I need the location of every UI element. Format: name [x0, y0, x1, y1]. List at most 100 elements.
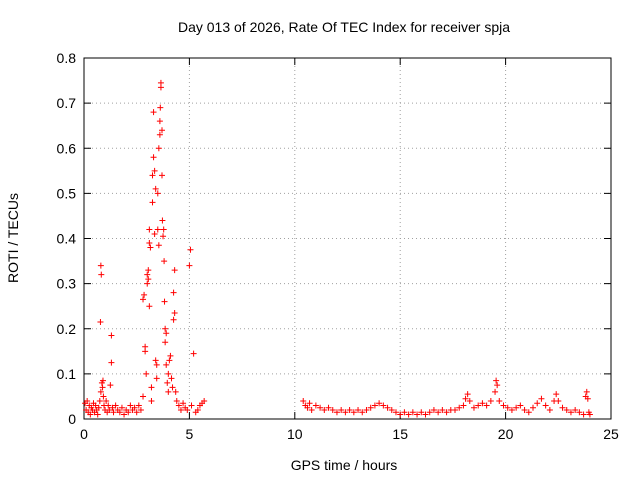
data-point — [94, 411, 101, 418]
x-tick-label: 25 — [603, 426, 619, 442]
data-point — [108, 332, 115, 339]
data-point — [98, 271, 105, 278]
data-point — [401, 409, 408, 416]
data-point — [321, 406, 328, 413]
data-point — [338, 406, 345, 413]
data-point — [392, 409, 399, 416]
data-point — [152, 185, 159, 192]
data-point — [109, 404, 116, 411]
data-point — [156, 131, 163, 138]
data-point — [439, 406, 446, 413]
x-tick-label: 15 — [392, 426, 408, 442]
data-point — [201, 397, 208, 404]
data-point — [163, 361, 170, 368]
data-point — [405, 411, 412, 418]
data-point — [553, 391, 560, 398]
data-point — [580, 411, 587, 418]
data-point — [435, 409, 442, 416]
data-point — [153, 361, 160, 368]
data-point — [125, 409, 132, 416]
data-point — [312, 402, 319, 409]
data-point — [152, 357, 159, 364]
data-point — [163, 330, 170, 337]
data-point — [149, 172, 156, 179]
data-point — [542, 402, 549, 409]
data-point — [84, 397, 91, 404]
data-point — [317, 404, 324, 411]
data-point — [146, 240, 153, 247]
y-tick-labels: 0 0.1 0.2 0.3 0.4 0.5 0.6 0.7 0.8 — [57, 50, 77, 427]
data-point — [108, 359, 115, 366]
data-point — [107, 382, 114, 389]
data-point — [371, 402, 378, 409]
data-point — [186, 262, 193, 269]
data-point — [504, 404, 511, 411]
data-point — [409, 409, 416, 416]
data-point — [147, 244, 154, 251]
data-point — [359, 409, 366, 416]
data-point — [127, 402, 134, 409]
data-point — [162, 325, 169, 332]
data-point — [155, 145, 162, 152]
data-point — [479, 400, 486, 407]
data-point — [151, 230, 158, 237]
data-point — [110, 409, 117, 416]
data-point — [538, 395, 545, 402]
data-point — [99, 377, 106, 384]
data-point — [154, 190, 161, 197]
data-point — [376, 400, 383, 407]
data-point — [106, 406, 113, 413]
data-point — [112, 402, 119, 409]
data-point — [464, 391, 471, 398]
data-point — [172, 388, 179, 395]
data-point — [586, 411, 593, 418]
data-point — [306, 400, 313, 407]
data-point — [160, 226, 167, 233]
data-point — [567, 409, 574, 416]
data-point — [492, 388, 499, 395]
data-point — [95, 404, 102, 411]
data-point — [513, 404, 520, 411]
data-point — [100, 393, 107, 400]
grid-lines — [84, 58, 611, 419]
data-point — [483, 402, 490, 409]
data-point — [160, 233, 167, 240]
y-tick-label: 0 — [68, 411, 76, 427]
data-point — [92, 402, 99, 409]
data-point — [87, 411, 94, 418]
data-point — [173, 397, 180, 404]
y-tick-label: 0.4 — [57, 231, 77, 247]
data-point — [329, 406, 336, 413]
data-point — [333, 409, 340, 416]
data-point — [168, 375, 175, 382]
data-point — [116, 409, 123, 416]
data-point — [470, 404, 477, 411]
data-point — [154, 226, 161, 233]
data-point — [500, 402, 507, 409]
data-point — [151, 167, 158, 174]
data-point — [555, 397, 562, 404]
data-point — [397, 411, 404, 418]
data-point — [146, 226, 153, 233]
data-point — [145, 267, 152, 274]
data-point — [146, 303, 153, 310]
data-point — [350, 409, 357, 416]
data-point — [170, 289, 177, 296]
chart-title: Day 013 of 2026, Rate Of TEC Index for r… — [178, 19, 510, 35]
data-point — [169, 384, 176, 391]
data-point — [141, 291, 148, 298]
data-point — [475, 402, 482, 409]
data-point — [525, 409, 532, 416]
data-point — [530, 404, 537, 411]
x-tick-label: 0 — [80, 426, 88, 442]
data-point — [140, 393, 147, 400]
data-point — [135, 402, 142, 409]
data-point — [430, 406, 437, 413]
data-point — [304, 404, 311, 411]
y-tick-label: 0.7 — [57, 95, 77, 111]
data-point — [559, 404, 566, 411]
y-tick-label: 0.1 — [57, 366, 77, 382]
data-point — [167, 352, 174, 359]
data-point — [584, 395, 591, 402]
data-point — [422, 411, 429, 418]
